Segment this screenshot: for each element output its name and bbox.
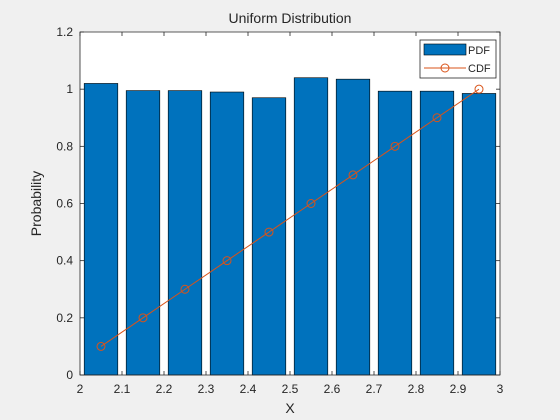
y-axis-ticks: 0 0.2 0.4 0.6 0.8 1 1.2 bbox=[56, 25, 500, 382]
x-tick-label: 2.9 bbox=[450, 382, 467, 396]
cdf-point bbox=[222, 256, 232, 266]
cdf-point bbox=[138, 313, 148, 323]
cdf-point bbox=[432, 113, 442, 123]
x-tick-label: 2.5 bbox=[282, 382, 299, 396]
x-tick-label: 2.7 bbox=[366, 382, 383, 396]
x-tick-label: 2.1 bbox=[114, 382, 131, 396]
x-axis-label: X bbox=[285, 400, 295, 416]
pdf-bar bbox=[335, 78, 371, 376]
y-tick-label: 0 bbox=[66, 368, 73, 382]
cdf-point bbox=[474, 84, 484, 94]
legend-cdf-marker bbox=[440, 63, 450, 73]
y-tick-label: 1 bbox=[66, 82, 73, 96]
pdf-bars bbox=[83, 77, 497, 376]
x-tick-label: 2.8 bbox=[408, 382, 425, 396]
cdf-point bbox=[306, 199, 316, 208]
x-axis-ticks: 2 2.1 2.2 2.3 2.4 2.5 2.6 2.7 2.8 2.9 3 bbox=[77, 32, 504, 396]
x-tick-label: 2.2 bbox=[156, 382, 173, 396]
cdf-line bbox=[96, 84, 484, 351]
x-tick-label: 2.3 bbox=[198, 382, 215, 396]
pdf-bar bbox=[83, 83, 119, 376]
legend-pdf-label: PDF bbox=[468, 45, 490, 57]
pdf-bar bbox=[293, 77, 329, 376]
pdf-bar bbox=[377, 90, 413, 376]
legend: PDF CDF bbox=[419, 39, 497, 79]
pdf-bar bbox=[125, 90, 161, 376]
pdf-bar bbox=[461, 93, 497, 376]
x-tick-label: 2.4 bbox=[240, 382, 257, 396]
cdf-point bbox=[264, 227, 274, 237]
x-tick-label: 2 bbox=[77, 382, 84, 396]
cdf-point bbox=[348, 170, 358, 180]
legend-cdf-label: CDF bbox=[468, 63, 491, 75]
cdf-point bbox=[390, 141, 400, 151]
x-tick-label: 2.6 bbox=[324, 382, 341, 396]
pdf-bar bbox=[209, 91, 245, 376]
cdf-point bbox=[180, 284, 190, 294]
y-axis-label: Probability bbox=[28, 171, 44, 236]
y-tick-label: 0.2 bbox=[56, 311, 73, 325]
y-tick-label: 0.8 bbox=[56, 139, 73, 153]
y-tick-label: 0.4 bbox=[56, 254, 73, 268]
legend-pdf-swatch bbox=[423, 43, 467, 56]
cdf-polyline bbox=[100, 88, 480, 347]
pdf-bar bbox=[419, 90, 455, 376]
y-tick-label: 0.6 bbox=[56, 197, 73, 211]
pdf-bar bbox=[167, 90, 203, 376]
chart-title: Uniform Distribution bbox=[229, 10, 352, 26]
x-tick-label: 3 bbox=[497, 382, 504, 396]
y-tick-label: 1.2 bbox=[56, 25, 73, 39]
cdf-point bbox=[96, 341, 106, 351]
